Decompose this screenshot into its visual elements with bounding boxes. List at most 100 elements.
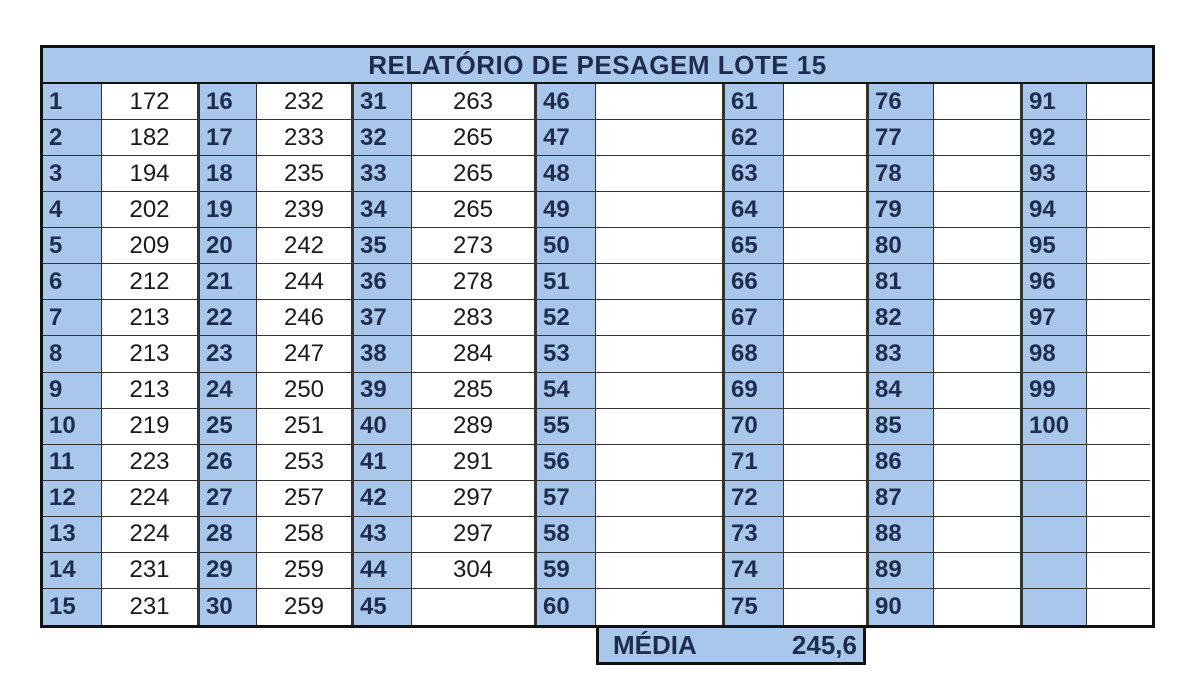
- lot-number-cell: 71: [723, 444, 784, 481]
- lot-number-cell: 45: [352, 588, 412, 625]
- lot-number-cell: 42: [352, 480, 412, 517]
- weight-value-cell: 224: [102, 516, 198, 553]
- weight-value-cell: 259: [257, 552, 352, 589]
- lot-number-cell: 21: [198, 264, 257, 301]
- lot-number-cell: 23: [198, 336, 257, 373]
- weight-value-cell: [934, 300, 1021, 337]
- lot-number-cell: [1021, 588, 1087, 625]
- weight-value-cell: [934, 372, 1021, 409]
- weight-value-cell: 304: [412, 552, 535, 589]
- weight-value-cell: 213: [102, 300, 198, 337]
- weight-value-cell: [934, 444, 1021, 481]
- lot-number-cell: 59: [535, 552, 596, 589]
- weight-value-cell: 257: [257, 480, 352, 517]
- lot-number-cell: 2: [43, 120, 102, 157]
- weight-value-cell: 258: [257, 516, 352, 553]
- lot-number-cell: 39: [352, 372, 412, 409]
- lot-number-cell: 1: [43, 84, 102, 121]
- weight-value-cell: 278: [412, 264, 535, 301]
- lot-number-cell: 14: [43, 552, 102, 589]
- weight-value-cell: 219: [102, 408, 198, 445]
- weight-value-cell: [596, 588, 723, 625]
- lot-number-cell: [1021, 480, 1087, 517]
- weight-value-cell: 213: [102, 372, 198, 409]
- lot-number-cell: 58: [535, 516, 596, 553]
- average-label: MÉDIA: [613, 629, 697, 660]
- weight-value-cell: 247: [257, 336, 352, 373]
- weight-value-cell: 285: [412, 372, 535, 409]
- lot-number-cell: 3: [43, 156, 102, 193]
- weight-value-cell: 291: [412, 444, 535, 481]
- weight-value-cell: 289: [412, 408, 535, 445]
- weight-value-cell: [1087, 480, 1150, 517]
- weight-value-cell: [596, 516, 723, 553]
- lot-number-cell: 90: [867, 588, 934, 625]
- lot-number-cell: 17: [198, 120, 257, 157]
- weight-value-cell: [596, 408, 723, 445]
- lot-number-cell: 53: [535, 336, 596, 373]
- weight-value-cell: [934, 264, 1021, 301]
- lot-number-cell: [1021, 516, 1087, 553]
- lot-number-cell: 78: [867, 156, 934, 193]
- weight-value-cell: [934, 84, 1021, 121]
- lot-number-cell: 44: [352, 552, 412, 589]
- lot-number-cell: 4: [43, 192, 102, 229]
- lot-number-cell: 62: [723, 120, 784, 157]
- lot-number-cell: 51: [535, 264, 596, 301]
- lot-number-cell: 99: [1021, 372, 1087, 409]
- lot-number-cell: 19: [198, 192, 257, 229]
- weight-value-cell: [596, 552, 723, 589]
- weight-value-cell: 213: [102, 336, 198, 373]
- weight-value-cell: 246: [257, 300, 352, 337]
- lot-number-cell: 28: [198, 516, 257, 553]
- lot-number-cell: 64: [723, 192, 784, 229]
- weight-value-cell: [784, 444, 867, 481]
- lot-number-cell: 32: [352, 120, 412, 157]
- weight-value-cell: [784, 300, 867, 337]
- weight-value-cell: [784, 264, 867, 301]
- weight-value-cell: [934, 516, 1021, 553]
- lot-number-cell: 34: [352, 192, 412, 229]
- lot-number-cell: 7: [43, 300, 102, 337]
- weight-value-cell: [934, 336, 1021, 373]
- weight-value-cell: [1087, 588, 1150, 625]
- lot-number-cell: 25: [198, 408, 257, 445]
- weight-value-cell: [596, 156, 723, 193]
- lot-number-cell: 5: [43, 228, 102, 265]
- lot-number-cell: 38: [352, 336, 412, 373]
- weight-value-cell: [934, 480, 1021, 517]
- lot-number-cell: 11: [43, 444, 102, 481]
- weight-value-cell: [784, 84, 867, 121]
- weight-value-cell: [596, 264, 723, 301]
- lot-number-cell: 86: [867, 444, 934, 481]
- weight-value-cell: [412, 588, 535, 625]
- weight-value-cell: [934, 588, 1021, 625]
- weight-value-cell: 297: [412, 480, 535, 517]
- lot-number-cell: 54: [535, 372, 596, 409]
- lot-number-cell: 50: [535, 228, 596, 265]
- weight-value-cell: [596, 444, 723, 481]
- weight-value-cell: [934, 408, 1021, 445]
- weight-value-cell: [784, 336, 867, 373]
- lot-number-cell: 88: [867, 516, 934, 553]
- lot-number-cell: 26: [198, 444, 257, 481]
- lot-number-cell: 33: [352, 156, 412, 193]
- lot-number-cell: 66: [723, 264, 784, 301]
- weight-value-cell: 235: [257, 156, 352, 193]
- weight-value-cell: [1087, 408, 1150, 445]
- average-box: MÉDIA 245,6: [596, 628, 866, 665]
- weight-value-cell: [1087, 372, 1150, 409]
- weight-value-cell: [1087, 120, 1150, 157]
- lot-number-cell: 67: [723, 300, 784, 337]
- weight-value-cell: [934, 156, 1021, 193]
- lot-number-cell: 35: [352, 228, 412, 265]
- lot-number-cell: 49: [535, 192, 596, 229]
- weight-value-cell: [1087, 156, 1150, 193]
- weight-value-cell: 284: [412, 336, 535, 373]
- lot-number-cell: 47: [535, 120, 596, 157]
- lot-number-cell: 85: [867, 408, 934, 445]
- lot-number-cell: 100: [1021, 408, 1087, 445]
- weight-value-cell: [934, 552, 1021, 589]
- weight-value-cell: 194: [102, 156, 198, 193]
- weight-value-cell: 233: [257, 120, 352, 157]
